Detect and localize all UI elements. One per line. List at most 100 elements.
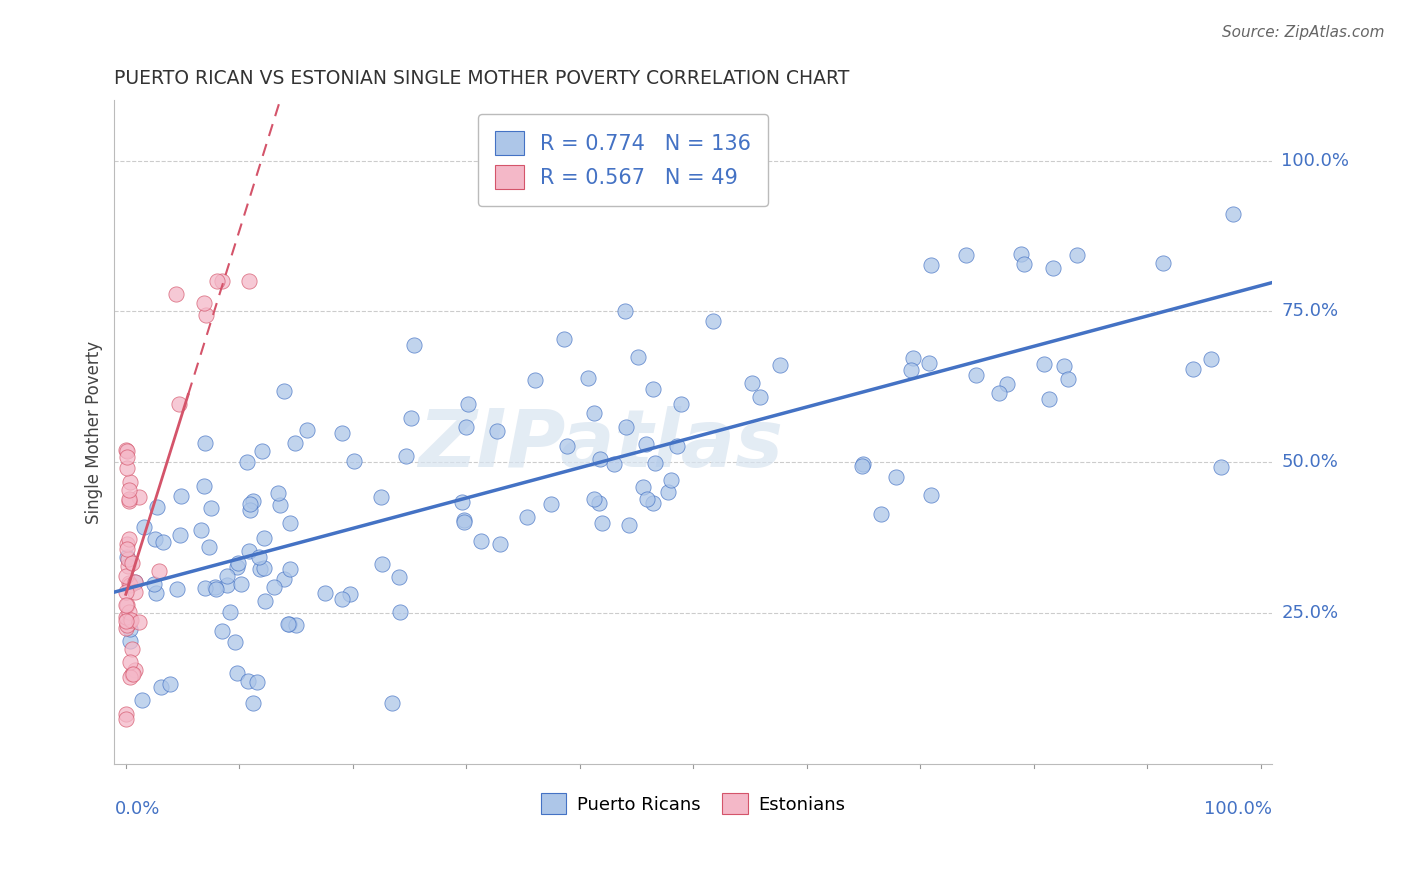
Point <box>613 304 636 318</box>
Text: 100.0%: 100.0% <box>1281 152 1350 169</box>
Point <box>115 537 138 551</box>
Point <box>330 592 353 607</box>
Point <box>167 397 190 411</box>
Point <box>388 605 411 619</box>
Point <box>583 492 606 507</box>
Point <box>115 585 138 599</box>
Text: 50.0%: 50.0% <box>1281 453 1339 471</box>
Point <box>242 493 264 508</box>
Point <box>1222 207 1244 221</box>
Point <box>370 490 392 504</box>
Point <box>117 444 139 458</box>
Point <box>285 618 308 632</box>
Point <box>900 362 922 376</box>
Point <box>614 420 637 434</box>
Text: 25.0%: 25.0% <box>1281 604 1339 622</box>
Point <box>193 295 215 310</box>
Point <box>115 549 138 564</box>
Point <box>284 436 307 450</box>
Point <box>198 540 221 554</box>
Point <box>884 470 907 484</box>
Point <box>205 582 228 596</box>
Point <box>1038 392 1060 406</box>
Point <box>1066 248 1088 262</box>
Point <box>115 706 138 721</box>
Text: PUERTO RICAN VS ESTONIAN SINGLE MOTHER POVERTY CORRELATION CHART: PUERTO RICAN VS ESTONIAN SINGLE MOTHER P… <box>114 69 849 87</box>
Point <box>124 574 146 589</box>
Point <box>631 479 654 493</box>
Point <box>143 576 166 591</box>
Point <box>267 486 290 500</box>
Point <box>659 473 682 487</box>
Point <box>591 516 613 530</box>
Point <box>120 614 142 628</box>
Point <box>641 382 664 396</box>
Point <box>453 515 475 529</box>
Point <box>166 582 188 597</box>
Point <box>217 578 239 592</box>
Point <box>297 423 319 437</box>
Point <box>920 258 942 272</box>
Point <box>218 605 240 619</box>
Point <box>118 615 141 630</box>
Point <box>229 577 252 591</box>
Point <box>121 556 143 570</box>
Text: ZIPatlas: ZIPatlas <box>418 406 783 484</box>
Point <box>239 497 262 511</box>
Point <box>269 498 291 512</box>
Point <box>132 520 155 534</box>
Point <box>238 544 260 558</box>
Point <box>124 663 146 677</box>
Point <box>121 667 143 681</box>
Point <box>1152 256 1174 270</box>
Point <box>117 559 139 574</box>
Point <box>330 426 353 441</box>
Text: 100.0%: 100.0% <box>1204 800 1272 818</box>
Point <box>204 580 226 594</box>
Point <box>339 587 361 601</box>
Point <box>226 556 249 570</box>
Point <box>901 351 924 365</box>
Point <box>453 513 475 527</box>
Point <box>117 598 139 612</box>
Point <box>918 356 941 370</box>
Point <box>193 479 215 493</box>
Point <box>870 507 893 521</box>
Point <box>118 532 141 546</box>
Point <box>146 500 169 515</box>
Point <box>995 377 1018 392</box>
Point <box>115 450 138 465</box>
Point <box>273 384 295 398</box>
Point <box>555 439 578 453</box>
Point <box>402 338 425 352</box>
Point <box>118 578 141 592</box>
Point <box>117 605 139 619</box>
Point <box>122 666 145 681</box>
Point <box>195 308 218 322</box>
Point <box>115 615 138 629</box>
Point <box>965 368 987 383</box>
Point <box>205 274 228 288</box>
Point <box>247 550 270 565</box>
Point <box>115 611 138 625</box>
Point <box>1057 372 1080 386</box>
Point <box>388 570 411 584</box>
Point <box>617 518 640 533</box>
Point <box>124 575 146 590</box>
Point <box>120 634 142 648</box>
Point <box>641 495 664 509</box>
Point <box>118 492 141 507</box>
Point <box>769 358 792 372</box>
Point <box>115 460 138 475</box>
Point <box>131 693 153 707</box>
Point <box>159 677 181 691</box>
Point <box>124 584 146 599</box>
Point <box>120 670 142 684</box>
Point <box>249 562 271 576</box>
Point <box>1012 257 1035 271</box>
Point <box>128 615 150 629</box>
Point <box>851 458 873 473</box>
Point <box>145 585 167 599</box>
Point <box>194 436 217 450</box>
Point <box>149 680 172 694</box>
